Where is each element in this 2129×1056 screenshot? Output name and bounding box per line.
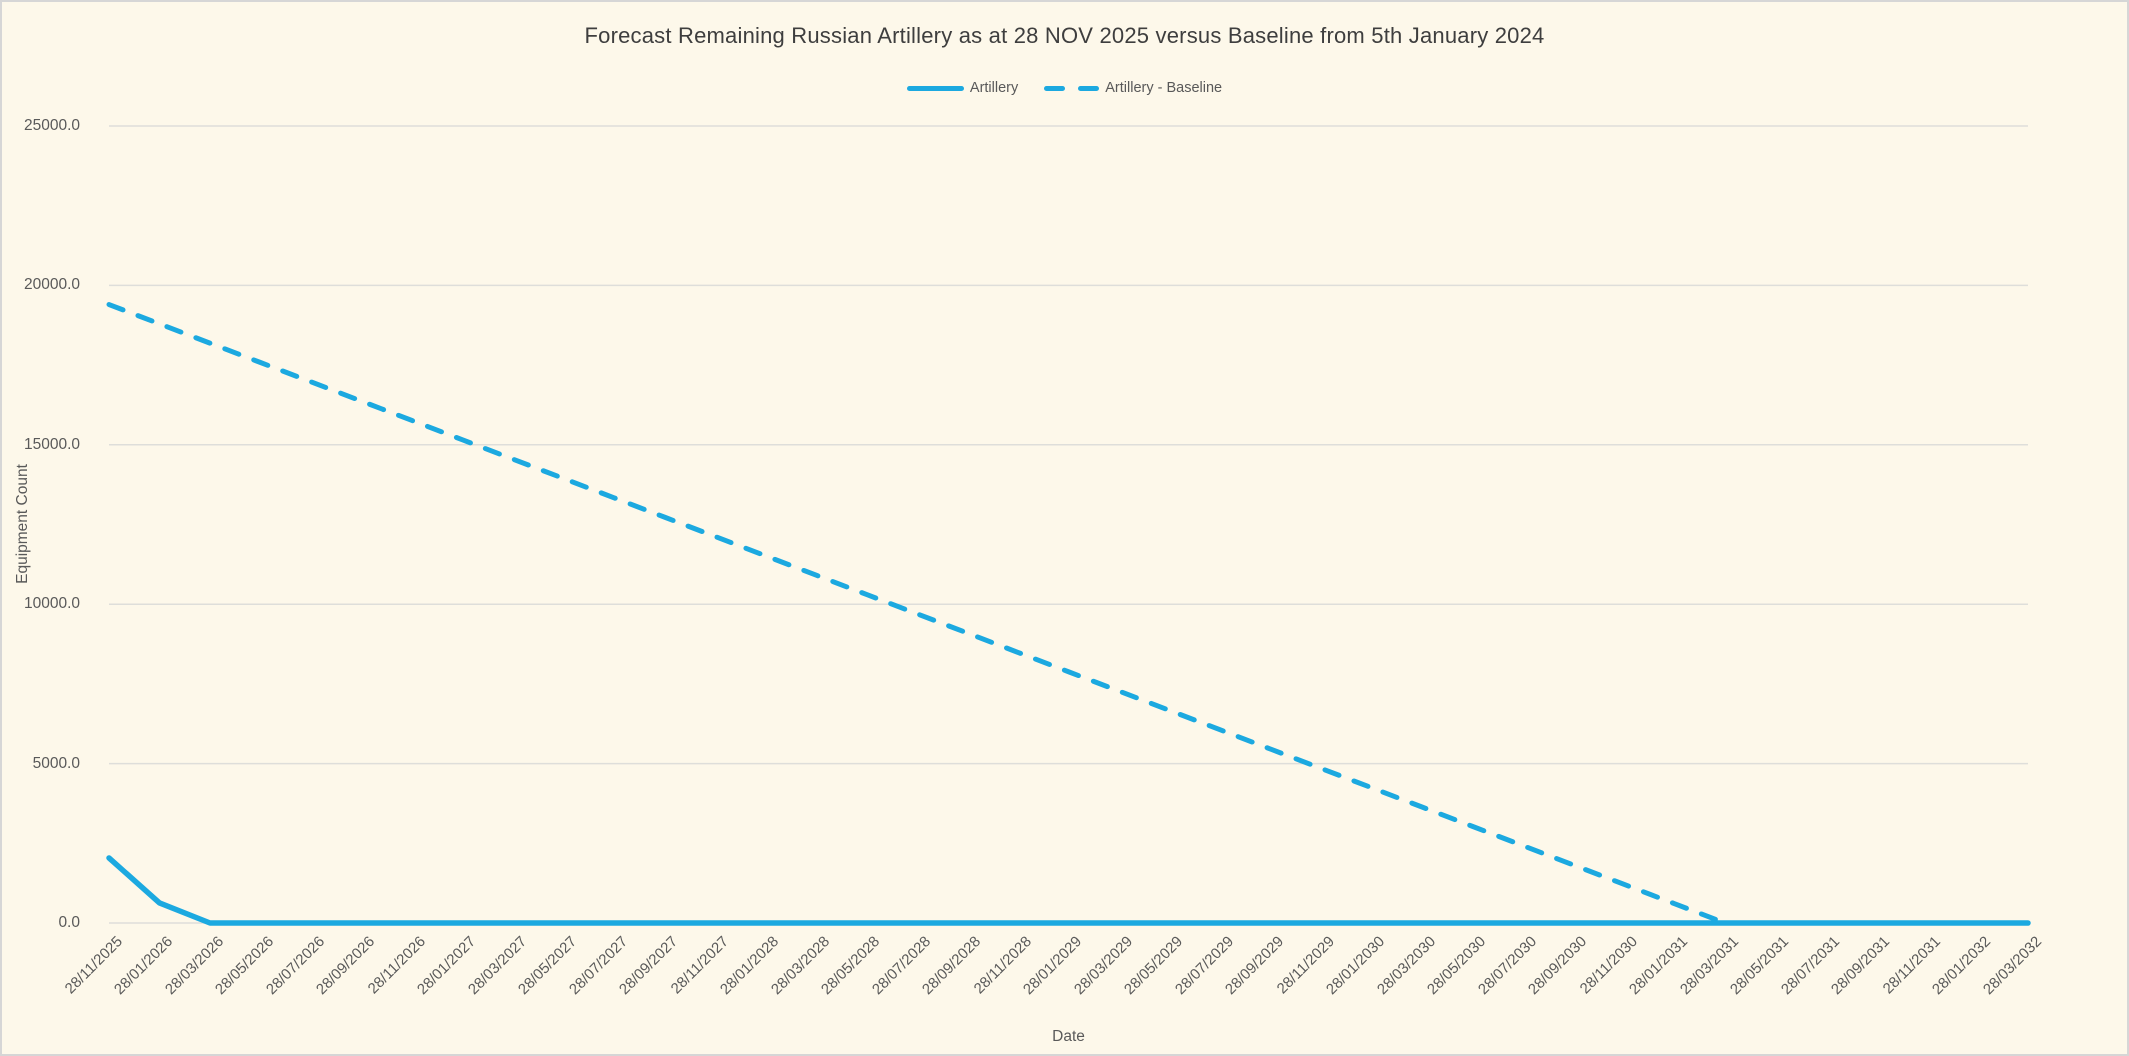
- y-tick-label: 15000.0: [23, 435, 80, 453]
- x-axis-title: Date: [1052, 1028, 1085, 1045]
- y-tick-label: 25000.0: [23, 117, 80, 134]
- chart-title: Forecast Remaining Russian Artillery as …: [584, 23, 1545, 48]
- y-tick-label: 20000.0: [23, 276, 80, 294]
- legend-label-artillery-baseline: Artillery - Baseline: [1105, 80, 1223, 96]
- legend-item-artillery-baseline: Artillery - Baseline: [1044, 80, 1222, 96]
- y-tick-label: 5000.0: [32, 754, 80, 772]
- y-axis-title: Equipment Count: [14, 464, 31, 584]
- chart-legend: Artillery Artillery - Baseline: [2, 80, 2127, 96]
- dashed-line-swatch-icon: [1044, 85, 1100, 91]
- y-tick-label: 0.0: [58, 914, 80, 931]
- legend-label-artillery: Artillery: [969, 80, 1019, 96]
- solid-line-swatch-icon: [906, 85, 964, 91]
- artillery-series-line: [106, 855, 2031, 926]
- y-tick-label: 10000.0: [23, 595, 80, 613]
- baseline-series-line: [106, 302, 2031, 926]
- legend-item-artillery: Artillery: [906, 80, 1019, 96]
